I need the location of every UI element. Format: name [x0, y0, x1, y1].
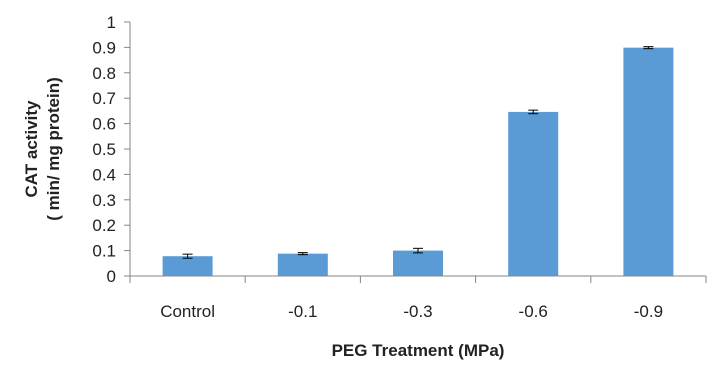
- y-tick-label: 0.6: [92, 115, 116, 134]
- y-axis-title-line2: ( min/ mg protein): [44, 77, 63, 221]
- y-tick-label: 0.2: [92, 216, 116, 235]
- y-tick-label: 0.4: [92, 165, 116, 184]
- x-tick-label: Control: [160, 302, 215, 321]
- y-tick-label: 0.9: [92, 38, 116, 57]
- x-tick-label: -0.3: [403, 302, 432, 321]
- error-bar: [643, 46, 654, 50]
- error-bar: [182, 253, 193, 259]
- bar: [508, 111, 559, 276]
- y-axis-ticks: 0 0.1 0.2 0.3 0.4 0.5 0.6 0.7 0.8 0.9 1: [92, 13, 130, 286]
- y-tick-label: 0.5: [92, 140, 116, 159]
- y-tick-label: 0.7: [92, 89, 116, 108]
- x-tick-label: -0.6: [519, 302, 548, 321]
- y-tick-label: 0.3: [92, 191, 116, 210]
- error-bar: [413, 247, 423, 254]
- x-axis-title: PEG Treatment (MPa): [332, 341, 505, 360]
- error-bar: [528, 109, 539, 115]
- x-axis-categories: Control -0.1 -0.3 -0.6 -0.9: [129, 276, 707, 321]
- y-tick-label: 0: [107, 267, 116, 286]
- x-tick-label: -0.1: [288, 302, 317, 321]
- error-bars: [182, 46, 654, 259]
- y-tick-label: 0.1: [92, 242, 116, 261]
- bar: [393, 250, 443, 276]
- y-tick-label: 1: [107, 13, 116, 32]
- bars: [162, 47, 674, 277]
- error-bar: [297, 252, 308, 256]
- x-tick-label: -0.9: [634, 302, 663, 321]
- y-tick-label: 0.8: [92, 64, 116, 83]
- y-axis-title-line1: CAT activity: [22, 100, 41, 198]
- bar: [277, 253, 328, 276]
- bar: [623, 47, 674, 277]
- bar: [162, 256, 213, 276]
